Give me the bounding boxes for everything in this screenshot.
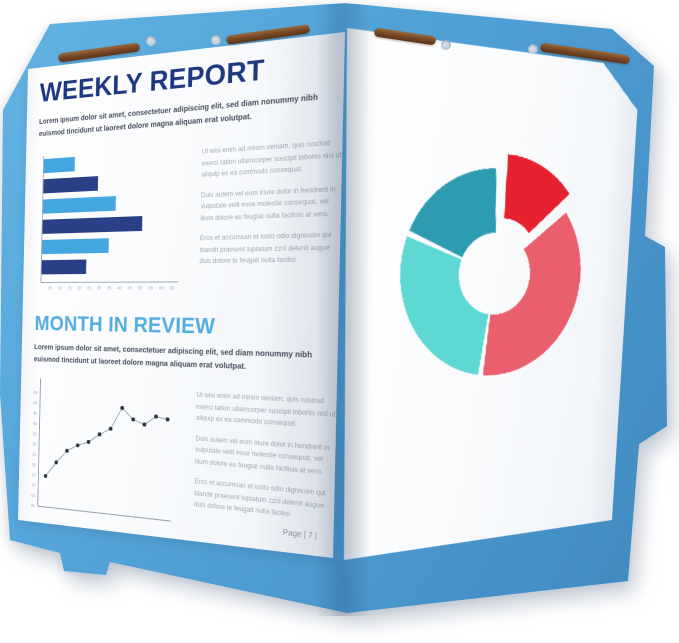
body-paragraph: Ut wisi enim ad minim veniam, quis nostr…	[195, 392, 336, 429]
body-text-column: Ut wisi enim ad minim veniam, quis nostr…	[199, 137, 343, 277]
svg-text:55: 55	[33, 390, 38, 396]
svg-text:30: 30	[32, 441, 37, 447]
punch-hole	[146, 36, 156, 46]
svg-text:20: 20	[32, 462, 37, 468]
svg-text:35: 35	[107, 285, 112, 291]
svg-text:50: 50	[33, 400, 38, 406]
svg-text:45: 45	[33, 410, 38, 416]
body-paragraph: Eros et accumsan et iusto odio dignissim…	[199, 232, 332, 266]
section-intro-paragraph: Lorem ipsum dolor sit amet, consectetuer…	[33, 344, 313, 371]
svg-text:30: 30	[97, 285, 102, 291]
punch-hole	[211, 35, 221, 45]
svg-text:55: 55	[148, 285, 154, 291]
svg-text:05: 05	[31, 492, 36, 498]
svg-text:40: 40	[117, 285, 122, 291]
body-paragraph: Ut wisi enim ad minim veniam, quis nostr…	[201, 140, 342, 179]
section-title: MONTH IN REVIEW	[34, 312, 216, 340]
svg-text:50: 50	[138, 285, 144, 291]
weekly-bar-chart: 05 10 15 20 25 30 35 40 45 50 55 60 65	[33, 144, 187, 291]
svg-text:20: 20	[77, 285, 82, 290]
punch-hole	[528, 44, 538, 54]
body-paragraph: Eros et accumsan et iusto odio dignissim…	[193, 478, 326, 519]
svg-text:35: 35	[32, 431, 37, 437]
svg-text:15: 15	[32, 472, 37, 478]
svg-text:00: 00	[31, 503, 36, 509]
report-page-right	[344, 28, 640, 560]
monthly-line-chart: 00 05 10 15 20 25 30 35 40 45 50 55	[31, 376, 178, 539]
svg-text:60: 60	[159, 285, 165, 291]
body-paragraph: Duis autem vel eum iriure dolor in hendr…	[200, 186, 336, 223]
svg-text:45: 45	[127, 285, 133, 291]
body-paragraph: Duis autem vel eum iriure dolor in hendr…	[194, 435, 330, 476]
report-page-left: WEEKLY REPORT Lorem ipsum dolor sit amet…	[18, 31, 346, 559]
svg-text:15: 15	[67, 285, 72, 290]
svg-text:05: 05	[48, 285, 53, 290]
donut-chart	[344, 28, 640, 560]
svg-text:25: 25	[87, 285, 92, 291]
body-text-column: Ut wisi enim ad minim veniam, quis nostr…	[194, 390, 337, 535]
svg-text:65: 65	[170, 285, 176, 291]
svg-text:10: 10	[31, 482, 36, 488]
svg-text:25: 25	[32, 451, 37, 457]
svg-text:40: 40	[33, 421, 38, 427]
punch-hole	[441, 40, 451, 50]
svg-text:10: 10	[58, 285, 63, 290]
